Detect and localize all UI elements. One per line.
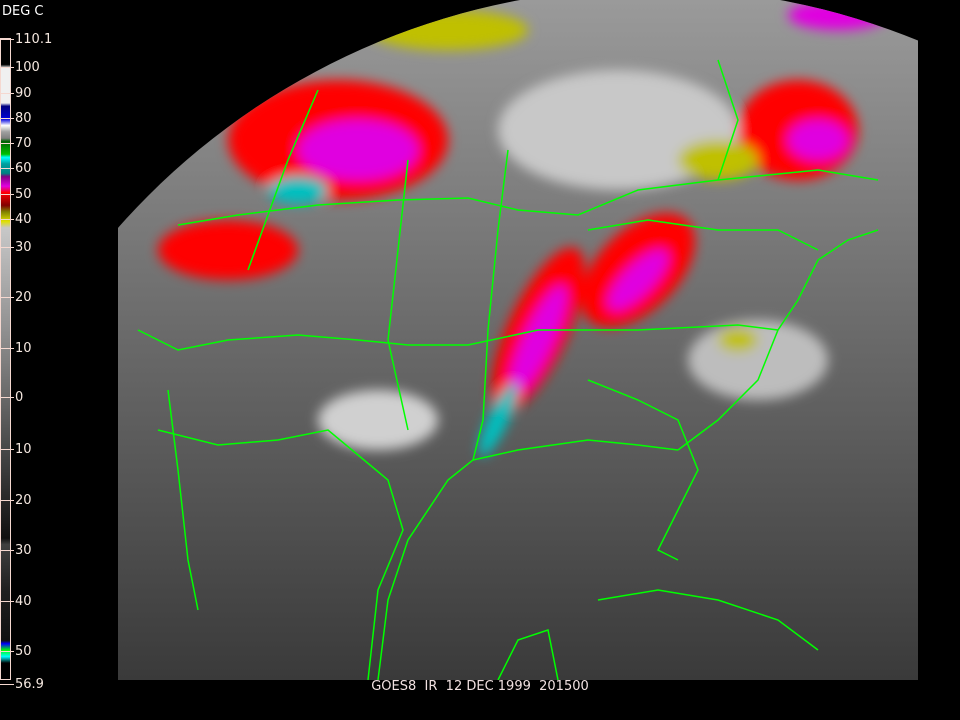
colorbar-tick-label: 20 bbox=[0, 494, 32, 508]
colorbar-tick-label: 56.9 bbox=[0, 678, 44, 692]
colorbar-tick-label: 0 bbox=[0, 391, 23, 405]
colorbar-tick-label: 70 bbox=[0, 137, 32, 151]
unit-label: DEG C bbox=[2, 4, 44, 19]
temperature-colorbar bbox=[0, 38, 11, 680]
colorbar-tick-label: 60 bbox=[0, 162, 32, 176]
colorbar-tick-label: 30 bbox=[0, 544, 32, 558]
colorbar-tick-label: 40 bbox=[0, 595, 32, 609]
colorbar-tick-label: 10 bbox=[0, 342, 32, 356]
earth-disk bbox=[118, 0, 918, 680]
colorbar-tick-label: 50 bbox=[0, 188, 32, 202]
colorbar-tick-label: 110.1 bbox=[0, 33, 52, 47]
cloud-tops bbox=[158, 0, 888, 457]
colorbar-tick-label: 30 bbox=[0, 241, 32, 255]
colorbar-tick-label: 100 bbox=[0, 61, 40, 75]
colorbar-tick-label: 20 bbox=[0, 291, 32, 305]
satellite-image bbox=[118, 0, 918, 680]
colorbar-tick-label: 50 bbox=[0, 645, 32, 659]
colorbar-tick-label: 10 bbox=[0, 443, 32, 457]
colorbar-tick-label: 80 bbox=[0, 112, 32, 126]
colorbar-tick-label: 40 bbox=[0, 213, 32, 227]
colorbar-tick-label: 90 bbox=[0, 87, 32, 101]
image-caption: GOES8 IR 12 DEC 1999 201500 bbox=[371, 679, 589, 694]
political-borders bbox=[137, 59, 879, 680]
